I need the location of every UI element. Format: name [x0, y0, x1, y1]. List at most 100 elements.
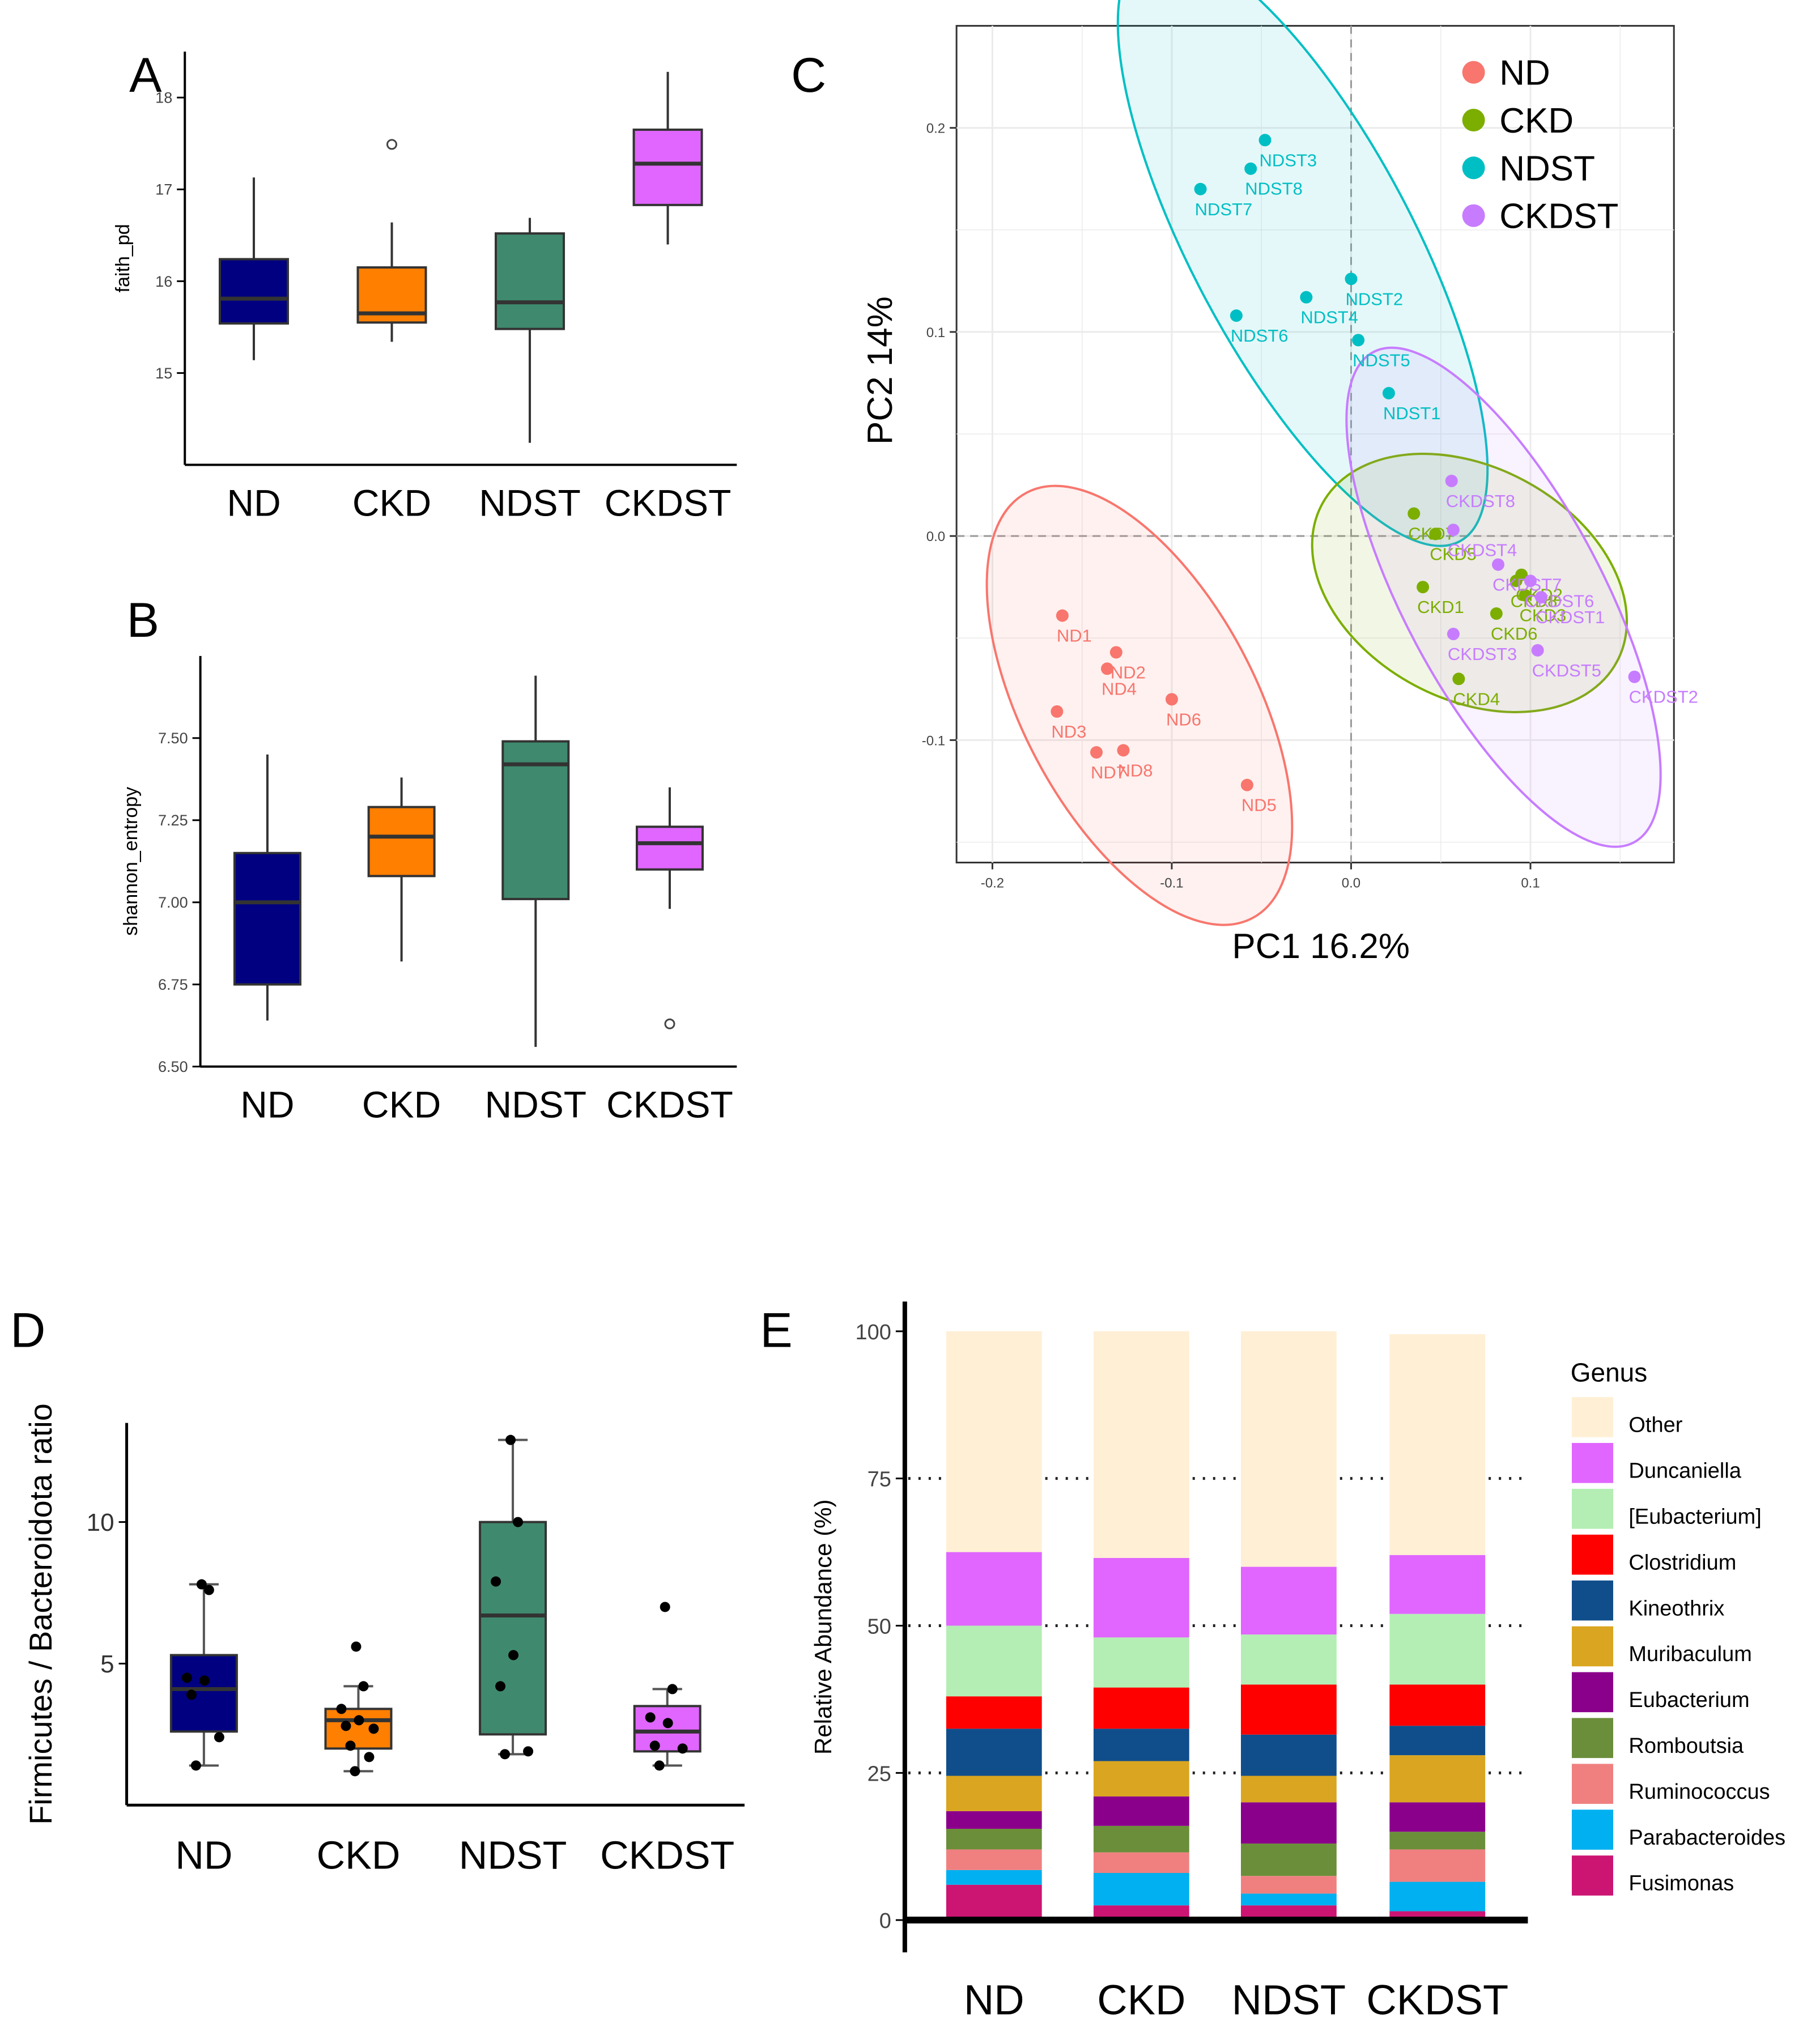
panel-e-legend-swatch [1572, 1488, 1613, 1529]
panel-label-c: C [791, 48, 826, 103]
panel-c-point [1244, 162, 1257, 175]
panel-e-legend-label: Ruminococcus [1628, 1780, 1770, 1804]
panel-c-point [1534, 591, 1547, 604]
panel-a-y-tick-label: 16 [155, 273, 172, 290]
panel-c-point [1382, 386, 1395, 399]
panel-e-y-tick-label: 75 [868, 1468, 891, 1492]
panel-c-point [1524, 574, 1537, 587]
panel-e-x-tick-label: NDST [1232, 1977, 1346, 2024]
panel-d-data-point [351, 1641, 362, 1652]
panel-c-point-label: ND8 [1117, 760, 1153, 780]
panel-c-point [1519, 589, 1532, 602]
panel-c-point [1240, 778, 1253, 791]
panel-c-legend-label-ckd: CKD [1499, 101, 1574, 141]
panel-c-point-label: ND4 [1102, 679, 1137, 699]
panel-c-legend-marker-ckdst [1462, 204, 1485, 227]
panel-e-bar-segment [1389, 1613, 1486, 1685]
panel-c-legend-marker-nd [1462, 61, 1485, 84]
panel-e-legend-swatch [1572, 1855, 1613, 1896]
panel-c-ellipse-ckdst [1345, 346, 1662, 848]
panel-e-x-tick-label: ND [964, 1977, 1024, 2024]
panel-e-legend-label: Other [1628, 1414, 1682, 1437]
panel-c-point-label: NDST8 [1245, 179, 1303, 199]
panel-e-legend-swatch [1572, 1672, 1613, 1713]
panel-b-y-tick-label: 6.50 [158, 1058, 188, 1075]
panel-b-y-tick-label: 6.75 [158, 976, 188, 993]
panel-e-y-tick-label: 100 [855, 1321, 891, 1344]
panel-e-bar-segment [946, 1829, 1042, 1850]
panel-c-x-tick-label: -0.1 [1160, 875, 1183, 891]
panel-c-point [1051, 705, 1064, 718]
panel-a-box-ndst [495, 232, 565, 330]
panel-e-x-tick-label: CKD [1097, 1977, 1185, 2024]
panel-b-box-nd [233, 852, 301, 986]
panel-e-bar-segment [1389, 1334, 1486, 1555]
panel-e-y-axis-label: Relative Abundance (%) [810, 1499, 836, 1755]
panel-c-point-label: CKD8 [1511, 591, 1558, 611]
panel-c-point-label: ND5 [1241, 795, 1277, 815]
panel-c-point [1194, 182, 1207, 195]
panel-d-data-point [190, 1760, 201, 1771]
panel-c-point [1117, 744, 1130, 757]
panel-c-point-label: CKD6 [1491, 624, 1538, 644]
panel-b-box-ndst [501, 740, 570, 900]
panel-d-y-axis-label: Firmicutes / Bacteroidota ratio [23, 1403, 58, 1825]
panel-e-legend-swatch [1572, 1534, 1613, 1575]
panel-c-legend-marker-ndst [1462, 156, 1485, 180]
panel-d-data-point [181, 1672, 192, 1683]
panel-c-point [1429, 527, 1442, 540]
panel-d-data-point [660, 1602, 670, 1612]
panel-c-point-label: CKDST5 [1532, 661, 1601, 680]
panel-b-y-axis-label: shannon_entropy [120, 787, 142, 936]
panel-e-bar-segment [1389, 1755, 1486, 1803]
panel-c-point-label: CKDST3 [1448, 644, 1517, 664]
panel-d-data-point [336, 1704, 347, 1714]
panel-e-bar-segment [1093, 1331, 1189, 1558]
panel-e-bar-segment [1093, 1761, 1189, 1796]
panel-d-data-point [662, 1718, 673, 1729]
panel-c-point [1090, 746, 1103, 759]
panel-d-x-tick-label: CKD [317, 1833, 401, 1877]
panel-e-legend-label: Parabacteroides [1628, 1826, 1785, 1850]
panel-b-y-tick-label: 7.25 [158, 812, 188, 829]
panel-e-legend-label: Fusimonas [1628, 1872, 1734, 1896]
panel-c-point [1417, 581, 1430, 594]
panel-c-point [1531, 644, 1544, 657]
panel-e-legend-swatch [1572, 1397, 1613, 1437]
panel-e-bar-segment [946, 1696, 1042, 1729]
panel-c-point-label: ND6 [1166, 709, 1201, 729]
panel-d-y-tick-label: 5 [100, 1650, 114, 1678]
panel-c-point-label: ND7 [1091, 763, 1126, 782]
panel-d-box-ndst [479, 1521, 547, 1736]
panel-e-bar-segment [946, 1776, 1042, 1811]
panel-c-point-label: CKDST1 [1536, 607, 1605, 627]
panel-b-x-tick-label: CKDST [606, 1084, 733, 1126]
panel-c-point [1352, 334, 1365, 347]
panel-c-y-tick-label: 0.0 [926, 529, 945, 544]
panel-d-data-point [645, 1712, 656, 1723]
panel-e-bar-segment [1241, 1876, 1337, 1894]
panel-d-x-tick-label: NDST [459, 1833, 567, 1877]
panel-c-y-tick-label: 0.2 [926, 121, 945, 137]
panel-d-data-point [654, 1760, 665, 1771]
panel-c-legend-label-ckdst: CKDST [1499, 197, 1618, 236]
panel-d-x-tick-label: ND [175, 1833, 232, 1877]
panel-e-bar-segment [946, 1811, 1042, 1829]
panel-e-legend-label: Kineothrix [1628, 1597, 1724, 1620]
panel-label-b: B [127, 593, 159, 648]
panel-c-y-tick-label: -0.1 [922, 733, 945, 748]
panel-e-bar-segment [1241, 1734, 1337, 1776]
panel-c-point [1628, 670, 1641, 683]
panel-d-data-point [354, 1715, 364, 1726]
panel-c-point [1447, 628, 1460, 641]
panel-d-data-point [508, 1650, 519, 1661]
panel-e-bar-segment [1241, 1844, 1337, 1876]
panel-c-y-tick-label: 0.1 [926, 325, 945, 340]
panel-a-x-tick-label: CKD [352, 482, 431, 524]
panel-e-bar-segment [1241, 1776, 1337, 1803]
panel-label-a: A [129, 48, 162, 103]
panel-c-point-label: NDST6 [1231, 326, 1289, 346]
panel-b-x-tick-label: CKD [362, 1084, 441, 1126]
panel-c-point [1258, 134, 1272, 147]
panel-e-bar-segment [1241, 1566, 1337, 1635]
